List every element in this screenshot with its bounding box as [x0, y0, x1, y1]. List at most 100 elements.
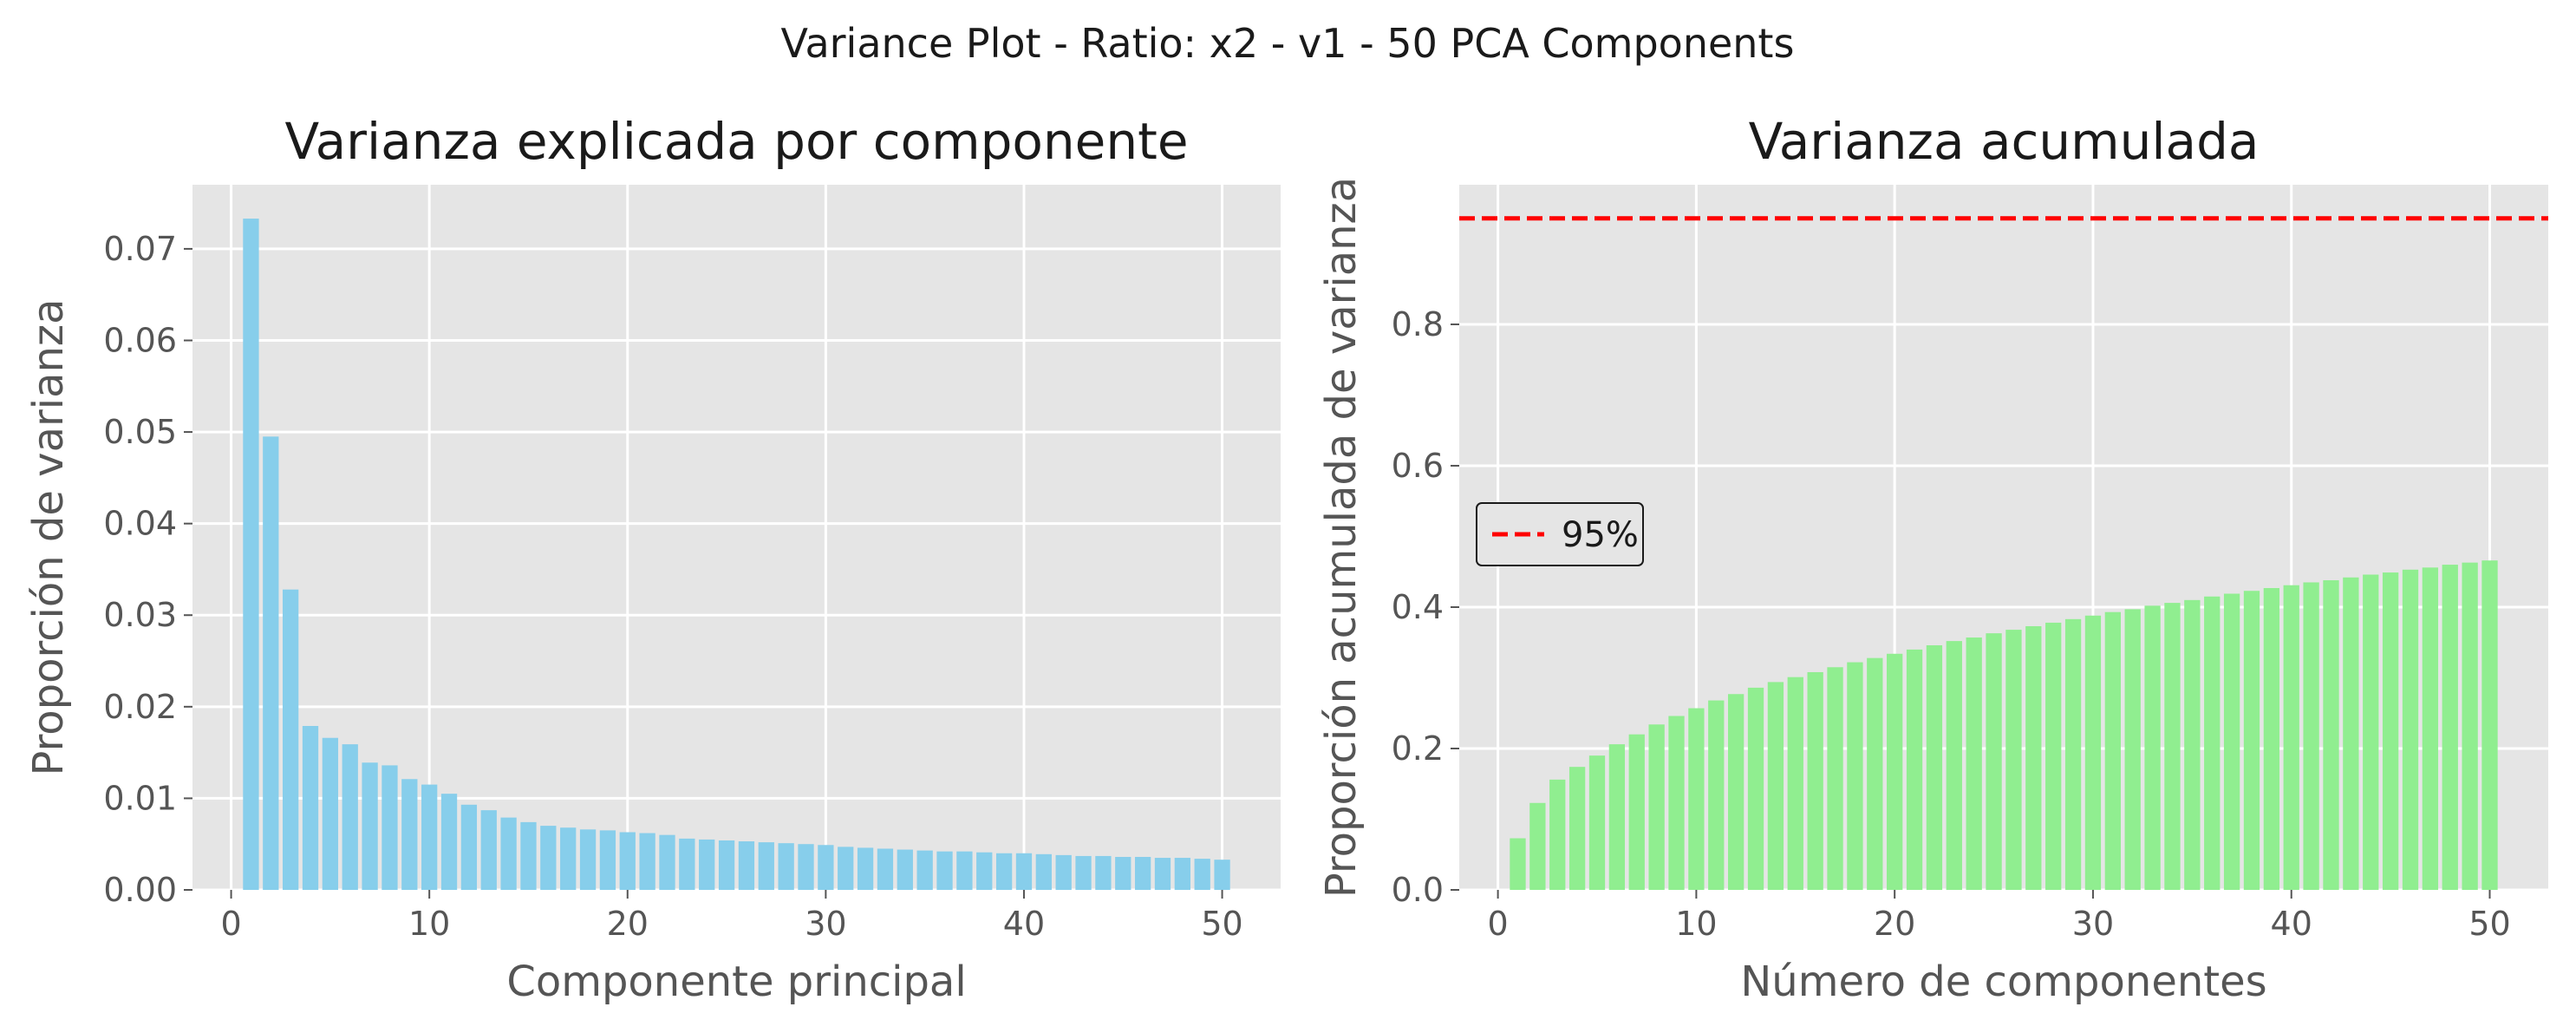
- bar: [243, 219, 259, 891]
- bar: [1115, 856, 1131, 890]
- right-chart-panel: 95% 0 10 20 30 40 50 0.0 0.2 0.4 0.6 0.8 Varianza ac…: [1317, 112, 2548, 1006]
- bar: [2462, 562, 2478, 890]
- bar: [976, 852, 993, 890]
- bar: [659, 834, 675, 890]
- bar: [1134, 856, 1151, 890]
- bar: [1906, 649, 1923, 890]
- bar: [936, 851, 953, 890]
- bar: [421, 784, 438, 890]
- bar: [283, 589, 299, 890]
- x-tick-label: 50: [2468, 905, 2510, 943]
- bar: [1668, 716, 1685, 890]
- bar: [1549, 779, 1566, 890]
- y-tick-label: 0.04: [103, 505, 177, 543]
- bar: [2323, 580, 2339, 890]
- bar: [1174, 858, 1190, 890]
- bar: [1747, 687, 1764, 890]
- bar: [2184, 599, 2201, 890]
- bar: [1075, 855, 1092, 890]
- bar: [1986, 633, 2002, 890]
- x-tick-label: 50: [1201, 905, 1242, 943]
- y-tick-label: 0.0: [1392, 871, 1444, 909]
- bar: [2164, 603, 2181, 890]
- bar: [480, 810, 497, 890]
- x-tick-label: 10: [408, 905, 450, 943]
- bar: [1035, 853, 1052, 890]
- x-axis-label: Componente principal: [506, 958, 966, 1006]
- bar: [877, 848, 894, 890]
- bar: [857, 847, 874, 890]
- bar: [1608, 744, 1626, 890]
- x-tick-label: 40: [2271, 905, 2312, 943]
- bar: [1588, 755, 1606, 890]
- x-tick-label: 20: [607, 905, 649, 943]
- bar: [1966, 637, 1982, 890]
- bar: [2204, 596, 2221, 890]
- bar: [1648, 724, 1665, 890]
- x-axis-label: Número de componentes: [1740, 958, 2266, 1006]
- y-axis-label: Proporción acumulada de varianza: [1317, 177, 1366, 898]
- bar: [639, 833, 655, 890]
- x-tick-label: 20: [1874, 905, 1915, 943]
- x-tick-label: 30: [805, 905, 846, 943]
- figure-suptitle: Variance Plot - Ratio: x2 - v1 - 50 PCA …: [781, 20, 1795, 67]
- bar: [1628, 734, 1645, 890]
- bar: [718, 840, 735, 890]
- bar: [322, 737, 339, 890]
- bar: [302, 726, 319, 890]
- bar: [1767, 682, 1784, 890]
- y-axis-label: Proporción de varianza: [24, 298, 73, 775]
- bar: [1887, 653, 1903, 890]
- bar: [1095, 855, 1112, 890]
- bar: [916, 850, 933, 890]
- y-tick-label: 0.07: [103, 230, 177, 268]
- bar: [699, 839, 715, 890]
- bar: [1727, 694, 1745, 890]
- bar: [2223, 593, 2240, 890]
- bar: [1688, 708, 1705, 890]
- bar: [540, 826, 557, 890]
- y-tick-label: 0.4: [1392, 588, 1444, 626]
- bar: [2442, 565, 2458, 890]
- bar: [897, 849, 913, 890]
- bar: [778, 843, 794, 890]
- x-tick-label: 10: [1675, 905, 1717, 943]
- bar: [1867, 657, 1883, 890]
- left-chart-panel: 0 10 20 30 40 50 0.00 0.01 0.02 0.03 0.04 0.05 0.06 0…: [24, 112, 1281, 1006]
- bar: [342, 744, 358, 890]
- bar: [500, 817, 517, 890]
- bar: [2481, 560, 2498, 890]
- bar: [758, 842, 774, 890]
- y-tick-label: 0.00: [103, 871, 177, 909]
- bar: [263, 436, 279, 890]
- bar: [1708, 700, 1725, 890]
- y-tick-label: 0.01: [103, 779, 177, 817]
- chart-title: Varianza acumulada: [1749, 112, 2260, 171]
- bar: [1015, 853, 1033, 890]
- bar: [2104, 611, 2121, 890]
- bar: [2402, 569, 2419, 890]
- bar: [1194, 859, 1210, 890]
- y-tick-label: 0.6: [1392, 447, 1444, 485]
- legend: 95%: [1476, 502, 1644, 566]
- bar: [619, 832, 636, 890]
- y-tick-label: 0.05: [103, 413, 177, 451]
- bar: [2084, 615, 2102, 890]
- bar: [1807, 671, 1823, 890]
- legend-box: [1476, 502, 1644, 566]
- bar: [2005, 630, 2022, 890]
- y-tick-label: 0.2: [1392, 729, 1444, 768]
- bar: [599, 830, 616, 890]
- bar: [2025, 625, 2042, 890]
- bar: [2363, 574, 2379, 890]
- bar: [2144, 605, 2161, 890]
- bar: [2263, 587, 2280, 890]
- bar: [460, 804, 478, 890]
- x-tick-label: 40: [1003, 905, 1045, 943]
- bar: [2283, 585, 2299, 890]
- bar: [579, 829, 597, 890]
- bar: [2243, 591, 2260, 890]
- bar: [818, 845, 834, 890]
- y-tick-label: 0.03: [103, 596, 177, 634]
- bar: [2124, 609, 2141, 890]
